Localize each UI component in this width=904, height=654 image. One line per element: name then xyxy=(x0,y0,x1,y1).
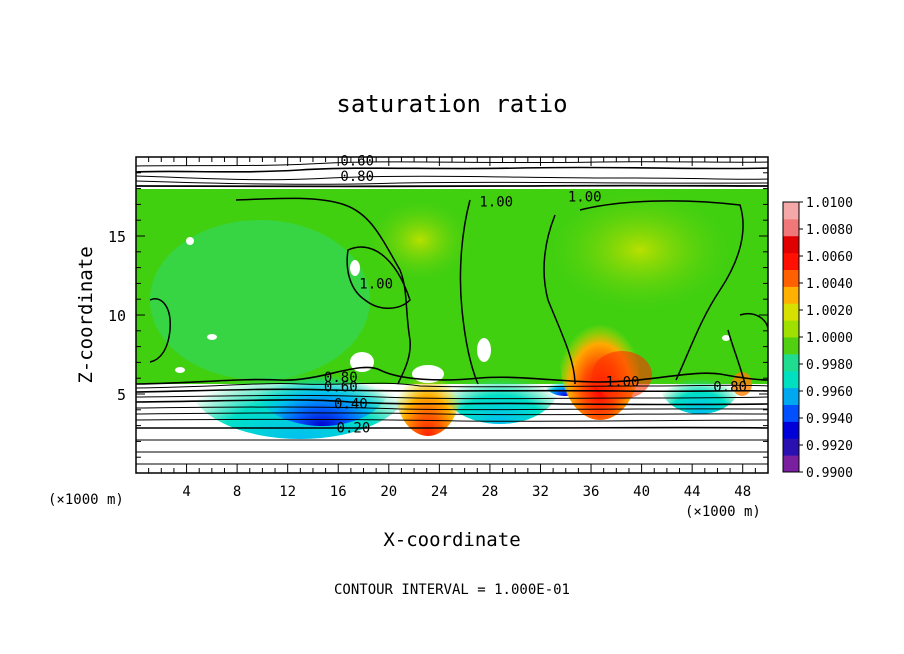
y-axis-label: Z-coordinate xyxy=(75,246,97,383)
colorbar-label: 1.0040 xyxy=(806,277,853,292)
contour-label: 1.00 xyxy=(359,277,393,293)
x-tick-label: 4 xyxy=(182,484,190,500)
y-tick-label: 15 xyxy=(108,228,126,246)
x-tick-label: 28 xyxy=(481,484,498,500)
colorbar-swatch xyxy=(783,421,799,439)
contour-lines xyxy=(136,161,768,465)
contour-label: 1.00 xyxy=(568,190,602,206)
colorbar-swatch xyxy=(783,353,799,372)
contour-label: 0.40 xyxy=(334,397,368,413)
colorbar-swatch xyxy=(783,235,799,254)
colorbar-label: 1.0000 xyxy=(806,331,853,346)
colorbar-label: 0.9960 xyxy=(806,385,853,400)
x-tick-label: 36 xyxy=(583,484,600,500)
x-tick-label: 24 xyxy=(431,484,448,500)
x-tick-label: 44 xyxy=(684,484,701,500)
colorbar-label: 0.9980 xyxy=(806,358,853,373)
colorbar-label: 1.0080 xyxy=(806,223,853,238)
contour-label: 0.80 xyxy=(324,370,358,386)
colorbar-swatch xyxy=(783,337,799,355)
colorbar-label: 1.0100 xyxy=(806,196,853,211)
x-tick-label: 20 xyxy=(380,484,397,500)
contour-label: 0.60 xyxy=(340,153,374,169)
x-tick-label: 8 xyxy=(233,484,241,500)
colorbar-label: 0.9920 xyxy=(806,439,853,454)
x-unit-label-left: (×1000 m) xyxy=(48,492,124,508)
y-tick-label: 10 xyxy=(108,307,126,325)
x-tick-label: 40 xyxy=(633,484,650,500)
contour-label: 0.80 xyxy=(340,169,374,185)
x-tick-label: 32 xyxy=(532,484,549,500)
contour-label: 0.60 xyxy=(324,379,358,395)
colorbar-swatch xyxy=(783,387,799,405)
contour-label: 1.00 xyxy=(479,194,513,210)
chart-title: saturation ratio xyxy=(336,90,567,118)
contour-label: 1.00 xyxy=(606,375,640,391)
colorbar-swatch xyxy=(783,303,799,321)
x-tick-label: 12 xyxy=(279,484,296,500)
colorbar-swatch xyxy=(783,286,799,304)
colorbar: 1.0100 1.0080 1.0060 1.0040 1.0020 1.0000 0.99… xyxy=(782,196,853,481)
colorbar-swatch xyxy=(783,252,799,270)
x-axis-label: X-coordinate xyxy=(383,529,520,551)
x-tick-label: 48 xyxy=(734,484,751,500)
colorbar-swatch xyxy=(783,438,799,456)
colorbar-swatch xyxy=(783,455,799,473)
colorbar-swatch xyxy=(783,404,799,422)
contour-interval-note: CONTOUR INTERVAL = 1.000E-01 xyxy=(334,582,570,598)
x-unit-label-right: (×1000 m) xyxy=(685,504,761,520)
colorbar-swatch xyxy=(783,218,799,237)
y-tick-label: 5 xyxy=(117,386,126,404)
colorbar-label: 1.0020 xyxy=(806,304,853,319)
contour-labels: 0.600.801.00 1.001.001.00 0.800.800.600.40… xyxy=(324,153,747,436)
contour-label: 0.20 xyxy=(337,420,371,436)
colorbar-label: 1.0060 xyxy=(806,250,853,265)
colorbar-swatch xyxy=(783,370,799,389)
colorbar-swatch xyxy=(783,202,799,220)
colorbar-label: 0.9940 xyxy=(806,412,853,427)
heatmap-field xyxy=(136,157,768,473)
colorbar-label: 0.9900 xyxy=(806,466,853,481)
colorbar-swatch xyxy=(783,269,799,287)
contour-label: 0.80 xyxy=(713,379,747,395)
colorbar-swatch xyxy=(783,320,799,338)
x-tick-label: 16 xyxy=(330,484,347,500)
